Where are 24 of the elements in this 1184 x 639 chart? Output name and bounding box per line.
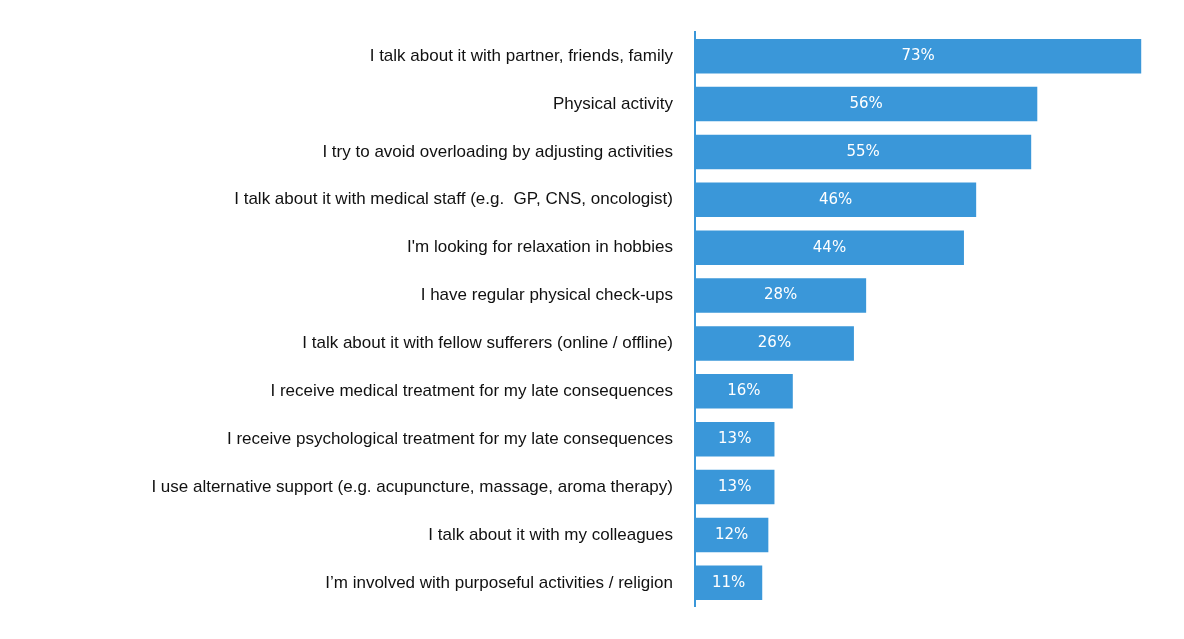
y-tick-label: I'm looking for relaxation in hobbies xyxy=(407,237,673,257)
data-label: 13% xyxy=(718,476,752,495)
y-tick-label: I try to avoid overloading by adjusting activities xyxy=(322,141,673,161)
data-label: 11% xyxy=(711,572,746,591)
data-label: 13% xyxy=(718,429,752,448)
data-label: 46% xyxy=(818,189,853,208)
data-label: 16% xyxy=(727,381,761,400)
data-label: 73% xyxy=(901,46,935,65)
y-tick-label: I’m involved with purposeful activities / religion xyxy=(325,572,673,592)
data-label: 44% xyxy=(812,237,847,256)
y-tick-label: Physical activity xyxy=(553,93,674,113)
data-label: 12% xyxy=(715,524,749,543)
data-label: 28% xyxy=(763,285,798,304)
data-label: 55% xyxy=(846,141,880,160)
y-tick-label: I talk about it with my colleagues xyxy=(428,524,673,544)
y-tick-label: I talk about it with fellow sufferers (online / offline) xyxy=(302,333,673,353)
y-tick-label: I use alternative support (e.g. acupuncture, massage, aroma therapy) xyxy=(151,476,673,496)
data-label: 56% xyxy=(849,93,883,112)
y-tick-label: I receive psychological treatment for my late consequences xyxy=(226,428,673,448)
y-tick-label: I have regular physical check-ups xyxy=(420,285,673,305)
y-tick-label: I talk about it with medical staff (e.g. GP, CNS, oncologist) xyxy=(234,189,673,209)
y-tick-label: I receive medical treatment for my late consequences xyxy=(270,381,673,401)
data-label: 26% xyxy=(757,333,792,352)
y-tick-label: I talk about it with partner, friends, family xyxy=(369,45,674,65)
